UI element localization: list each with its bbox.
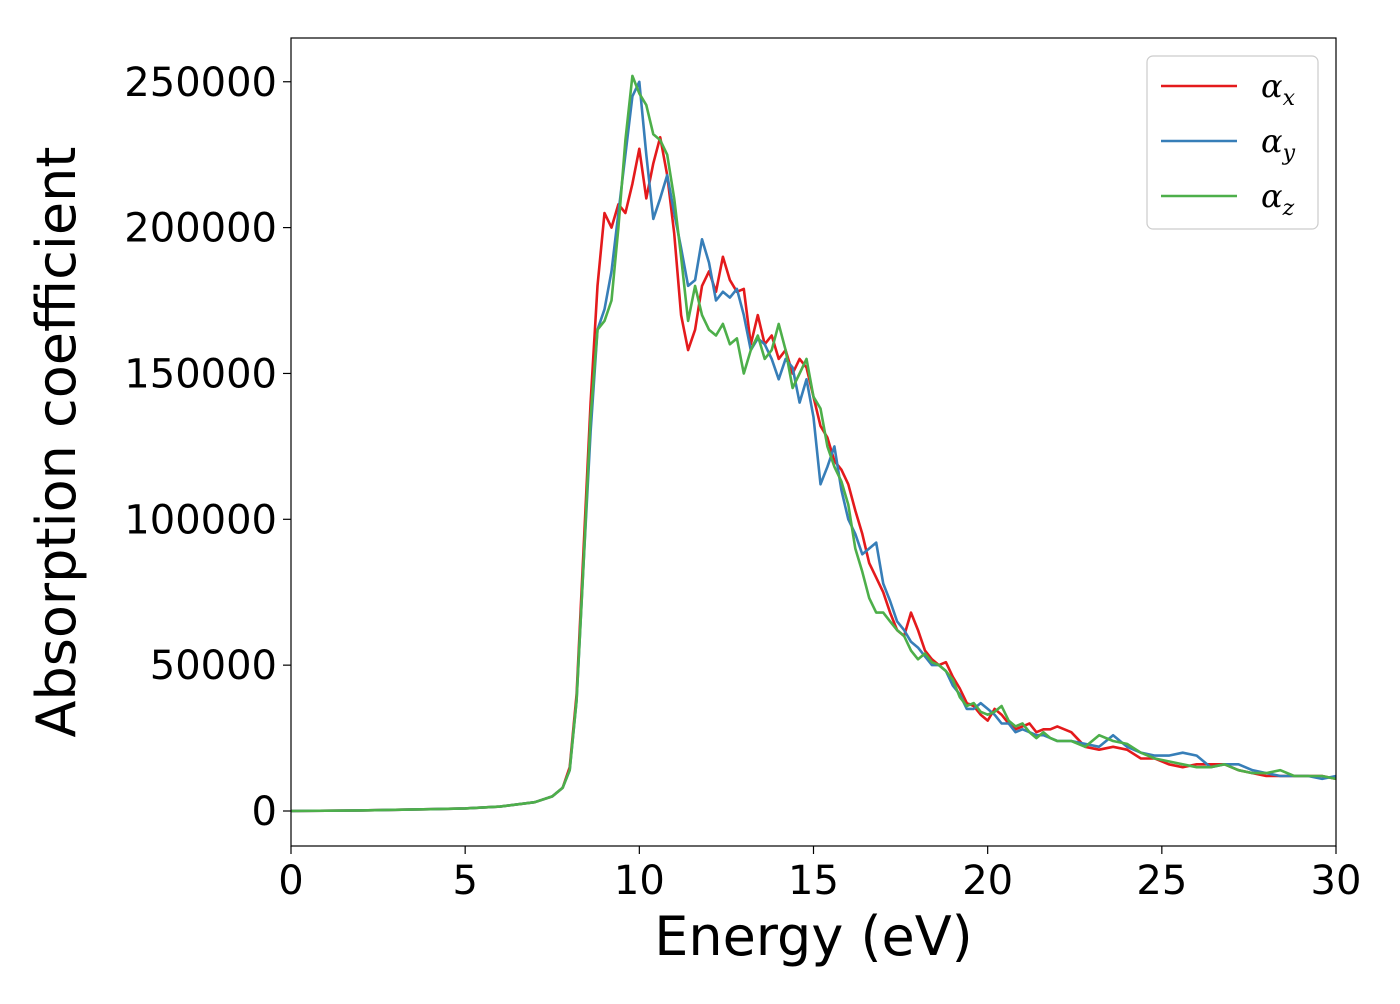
x-tick-label: 0 xyxy=(278,858,303,904)
y-tick-label: 200000 xyxy=(124,206,277,252)
legend: αx αy αz xyxy=(1146,55,1319,230)
legend-label-y: αy xyxy=(1261,122,1296,166)
x-tick-label: 5 xyxy=(452,858,477,904)
y-axis-ticks: 0 50000 100000 150000 200000 250000 xyxy=(124,60,291,835)
x-tick-label: 15 xyxy=(788,858,839,904)
y-axis-title: Absorption coefficient xyxy=(25,147,88,738)
x-axis-ticks: 0 5 10 15 20 25 30 xyxy=(278,846,1361,904)
legend-label-x: αx xyxy=(1261,67,1296,111)
series-line-x xyxy=(291,135,1336,813)
legend-box xyxy=(1146,55,1319,230)
y-tick-label: 50000 xyxy=(150,643,277,689)
x-tick-label: 10 xyxy=(614,858,665,904)
series-layer xyxy=(291,74,1336,813)
x-tick-label: 20 xyxy=(962,858,1013,904)
y-tick-label: 250000 xyxy=(124,60,277,106)
y-tick-label: 100000 xyxy=(124,497,277,543)
x-axis-title: Energy (eV) xyxy=(654,905,973,968)
x-tick-label: 25 xyxy=(1136,858,1187,904)
y-tick-label: 150000 xyxy=(124,351,277,397)
series-line-z xyxy=(291,74,1336,813)
x-tick-label: 30 xyxy=(1311,858,1362,904)
y-tick-label: 0 xyxy=(252,789,277,835)
legend-label-z: αz xyxy=(1261,177,1295,221)
